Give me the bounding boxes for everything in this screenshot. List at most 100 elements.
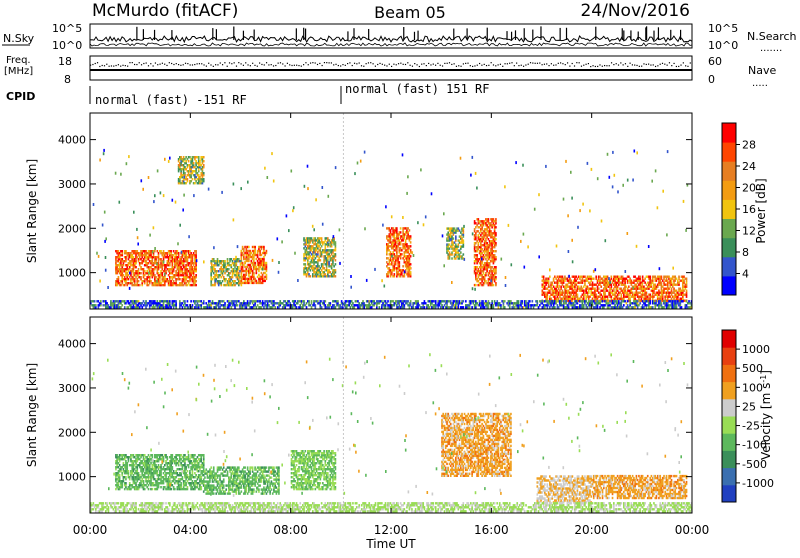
nave-point bbox=[613, 64, 614, 65]
echo-cell bbox=[335, 241, 337, 243]
nave-point bbox=[227, 66, 228, 67]
nave-point bbox=[148, 65, 149, 66]
nave-point bbox=[287, 63, 288, 64]
nave-point bbox=[653, 64, 654, 65]
echo-cell bbox=[184, 300, 186, 302]
nave-point bbox=[620, 62, 621, 63]
echo-cell bbox=[311, 300, 313, 302]
echo-cell bbox=[306, 306, 308, 308]
echo-cell bbox=[495, 256, 497, 258]
nave-point bbox=[458, 65, 459, 66]
nave-point bbox=[463, 63, 464, 64]
nave-point bbox=[604, 65, 605, 66]
nave-point bbox=[514, 65, 515, 66]
nave-point bbox=[220, 62, 221, 63]
nave-point bbox=[125, 65, 126, 66]
nave-point bbox=[639, 66, 640, 67]
echo-cell bbox=[424, 306, 426, 308]
nave-point bbox=[289, 64, 290, 65]
nave-point bbox=[405, 64, 406, 65]
echo-cell bbox=[475, 284, 477, 286]
echo-cell bbox=[241, 284, 243, 286]
freq-left-tick-bottom: 8 bbox=[64, 73, 71, 86]
echo-cell bbox=[476, 254, 478, 256]
echo-cell bbox=[320, 259, 322, 261]
echo-cell bbox=[315, 304, 317, 306]
echo-cell bbox=[460, 251, 462, 253]
nave-point bbox=[667, 65, 668, 66]
nave-point bbox=[437, 63, 438, 64]
noise-left-label: N.Sky bbox=[3, 32, 35, 45]
nave-point bbox=[113, 66, 114, 67]
nave-point bbox=[507, 63, 508, 64]
nave-point bbox=[498, 64, 499, 65]
nave-point bbox=[546, 63, 547, 64]
echo-cell bbox=[686, 290, 688, 292]
echo-cell bbox=[471, 306, 473, 308]
nave-point bbox=[328, 62, 329, 63]
nave-point bbox=[257, 66, 258, 67]
nave-point bbox=[634, 64, 635, 65]
nave-point bbox=[238, 62, 239, 63]
nave-point bbox=[535, 63, 536, 64]
echo-cell bbox=[453, 237, 455, 239]
nave-point bbox=[252, 63, 253, 64]
echo-cell bbox=[410, 235, 412, 237]
nave-point bbox=[669, 62, 670, 63]
echo-cell bbox=[493, 284, 495, 286]
nave-point bbox=[178, 64, 179, 65]
nave-point bbox=[282, 63, 283, 64]
echo-cell bbox=[203, 178, 205, 180]
nave-point bbox=[509, 63, 510, 64]
nave-point bbox=[495, 65, 496, 66]
echo-cell bbox=[646, 292, 648, 294]
nave-point bbox=[109, 66, 110, 67]
noise-panel-frame bbox=[90, 24, 692, 48]
nave-point bbox=[447, 63, 448, 64]
nave-point bbox=[542, 64, 543, 65]
nave-point bbox=[139, 62, 140, 63]
echo-cell bbox=[335, 259, 337, 261]
echo-cell bbox=[396, 227, 398, 229]
nave-point bbox=[273, 65, 274, 66]
nave-point bbox=[687, 66, 688, 67]
nave-point bbox=[215, 64, 216, 65]
echo-cell bbox=[138, 268, 140, 270]
nave-point bbox=[338, 65, 339, 66]
nave-point bbox=[558, 63, 559, 64]
nave-point bbox=[312, 62, 313, 63]
echo-cell bbox=[402, 265, 404, 267]
nave-point bbox=[99, 66, 100, 67]
echo-cell bbox=[195, 250, 197, 252]
nave-point bbox=[266, 62, 267, 63]
nave-point bbox=[275, 65, 276, 66]
echo-cell bbox=[321, 306, 323, 308]
echo-cell bbox=[600, 286, 602, 288]
nave-point bbox=[335, 64, 336, 65]
nave-point bbox=[379, 63, 380, 64]
nave-point bbox=[565, 64, 566, 65]
echo-cell bbox=[254, 246, 256, 248]
nave-point bbox=[278, 63, 279, 64]
echo-cell bbox=[254, 262, 256, 264]
nave-point bbox=[301, 66, 302, 67]
nave-point bbox=[102, 65, 103, 66]
echo-cell bbox=[532, 300, 534, 302]
echo-cell bbox=[410, 241, 412, 243]
nave-point bbox=[595, 66, 596, 67]
nave-point bbox=[403, 64, 404, 65]
nave-point bbox=[523, 66, 524, 67]
noise-right-label: N.Search bbox=[747, 30, 797, 43]
nave-point bbox=[127, 66, 128, 67]
nave-point bbox=[136, 64, 137, 65]
echo-cell bbox=[410, 249, 412, 251]
echo-cell bbox=[495, 218, 497, 220]
echo-cell bbox=[188, 160, 190, 162]
nave-point bbox=[560, 62, 561, 63]
echo-cell bbox=[310, 275, 312, 277]
echo-cell bbox=[238, 266, 240, 268]
nave-point bbox=[377, 64, 378, 65]
nave-point bbox=[268, 64, 269, 65]
nave-point bbox=[583, 65, 584, 66]
noise-left-tick-bottom: 10^0 bbox=[52, 39, 82, 52]
